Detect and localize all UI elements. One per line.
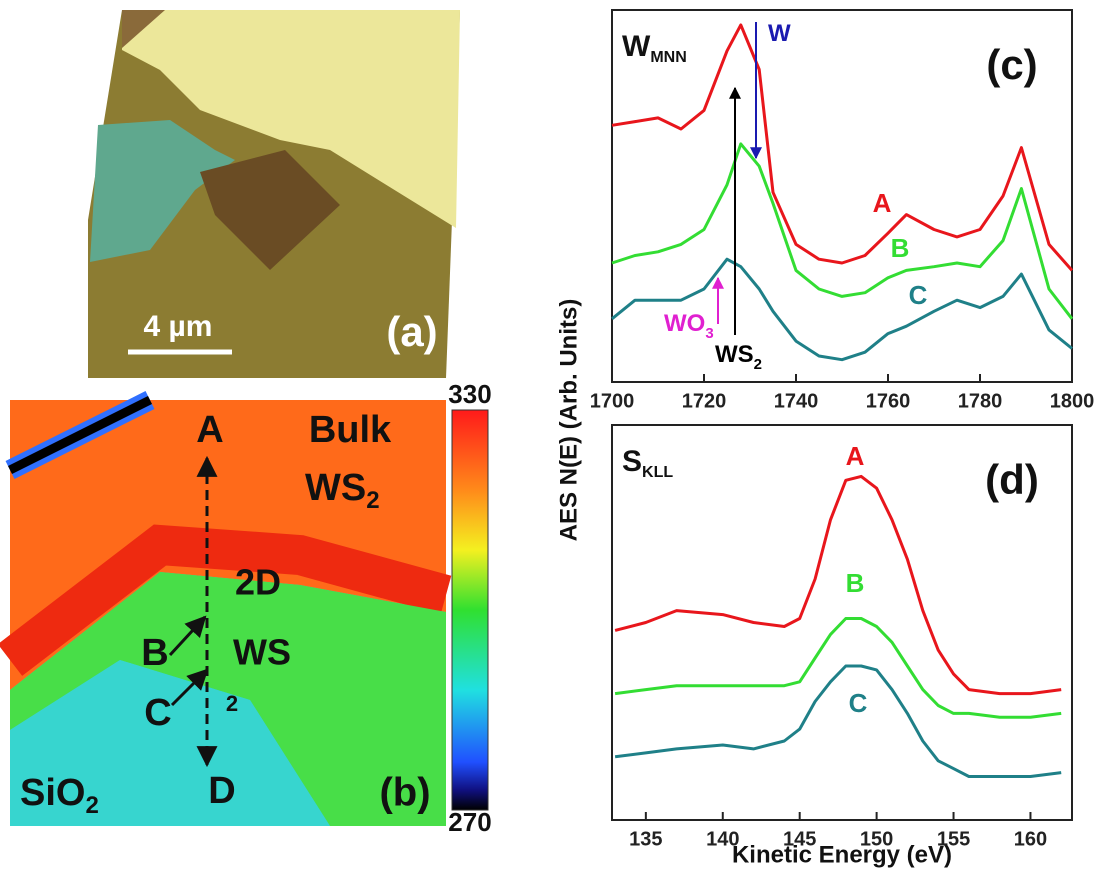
x-tick-label: 1760 (866, 390, 911, 412)
x-tick-label: 160 (1014, 828, 1047, 850)
colorbar-tick-label: 270 (448, 807, 491, 837)
panel-title: WMNN (622, 30, 687, 66)
x-tick-label: 140 (706, 828, 739, 850)
annotation-sub: 3 (705, 325, 713, 342)
series-label: C (909, 280, 928, 310)
series-label: B (846, 568, 865, 598)
panel-label: (a) (386, 308, 437, 355)
colorbar (452, 410, 488, 810)
annotation-main: W (768, 20, 791, 47)
figure: 4 µm (a) A B C D Bulk WS2 2D WS 2 SiO2 (… (0, 0, 1104, 870)
panel-title-main: W (622, 30, 651, 63)
point-label: B (141, 632, 168, 674)
x-tick-label: 155 (937, 828, 970, 850)
raman-map: A B C D Bulk WS2 2D WS 2 SiO2 (b) (10, 400, 488, 826)
series-label: A (846, 441, 865, 471)
annotation-main: WO (664, 310, 705, 337)
x-axis-label: Kinetic Energy (eV) (732, 841, 952, 868)
bulk-label-main: WS (305, 467, 366, 509)
substrate-label-main: SiO (20, 772, 85, 814)
layer-label: WS (233, 632, 291, 673)
annotation-sub: 2 (754, 356, 762, 373)
x-tick-label: 1740 (774, 390, 819, 412)
panel-title-sub: MNN (650, 49, 686, 66)
point-label: D (208, 770, 235, 812)
series-label: B (891, 233, 910, 263)
x-tick-label: 1700 (590, 390, 635, 412)
annotation-main: WS (715, 341, 754, 368)
annotation: WS2 (715, 341, 762, 373)
series-label: C (849, 688, 868, 718)
line-series (612, 144, 1072, 319)
panel-title-main: S (622, 445, 642, 478)
scale-bar-label: 4 µm (144, 310, 213, 343)
optical-image: 4 µm (a) (88, 10, 460, 378)
series-label: A (873, 188, 892, 218)
panel-label: (d) (985, 456, 1039, 503)
layer-label: 2D (235, 562, 281, 603)
line-series (615, 666, 1061, 777)
point-label: A (196, 409, 223, 451)
line-series (615, 619, 1061, 718)
annotation: W (768, 20, 791, 47)
panel-label: (c) (986, 41, 1037, 88)
point-label: C (144, 692, 171, 734)
x-tick-label: 1800 (1050, 390, 1095, 412)
bulk-label-sub: 2 (366, 487, 379, 514)
panel-title: SKLL (622, 445, 673, 481)
x-tick-label: 1780 (958, 390, 1003, 412)
bulk-label: Bulk (309, 409, 392, 451)
substrate-label-sub: 2 (85, 792, 98, 819)
annotation: WO3 (664, 310, 714, 342)
x-tick-label: 135 (629, 828, 662, 850)
colorbar-tick-label: 330 (448, 379, 491, 409)
panel-title-sub: KLL (642, 464, 673, 481)
x-tick-label: 145 (783, 828, 816, 850)
x-tick-label: 1720 (682, 390, 727, 412)
layer-label-sub: 2 (226, 691, 238, 716)
line-series (615, 476, 1061, 693)
panel-label: (b) (379, 771, 430, 815)
y-axis-label: AES N(E) (Arb. Units) (555, 299, 582, 542)
x-tick-label: 150 (860, 828, 893, 850)
